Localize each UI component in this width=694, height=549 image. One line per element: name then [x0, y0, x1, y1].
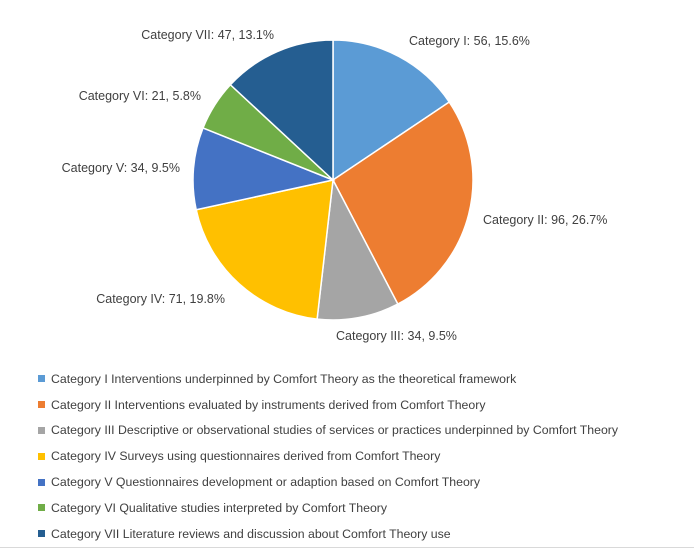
legend-swatch	[38, 530, 45, 538]
legend-item-category-iii: Category III Descriptive or observationa…	[38, 418, 688, 444]
data-label-category-v: Category V: 34, 9.5%	[62, 161, 180, 175]
divider	[0, 547, 694, 548]
chart-legend: Category I Interventions underpinned by …	[38, 366, 688, 547]
legend-item-category-vi: Category VI Qualitative studies interpre…	[38, 495, 688, 521]
legend-label: Category I Interventions underpinned by …	[51, 371, 517, 386]
legend-swatch	[38, 478, 45, 486]
legend-swatch	[38, 401, 45, 409]
data-label-category-iii: Category III: 34, 9.5%	[336, 329, 457, 343]
legend-item-category-ii: Category II Interventions evaluated by i…	[38, 392, 688, 418]
legend-swatch	[38, 426, 45, 434]
pie-slice-category-v	[192, 127, 336, 211]
data-label-category-vii: Category VII: 47, 13.1%	[141, 28, 274, 42]
legend-label: Category II Interventions evaluated by i…	[51, 397, 486, 412]
pie-data-labels: Category I: 56, 15.6% Category II: 96, 26…	[62, 28, 608, 343]
legend-item-category-vii: Category VII Literature reviews and disc…	[38, 521, 688, 547]
legend-label: Category III Descriptive or observationa…	[51, 423, 619, 438]
legend-label: Category IV Surveys using questionnaires…	[51, 449, 441, 464]
legend-swatch	[38, 375, 45, 383]
data-label-category-ii: Category II: 96, 26.7%	[483, 213, 607, 227]
legend-label: Category V Questionnaires development or…	[51, 475, 481, 490]
legend-swatch	[38, 504, 45, 512]
pie-slice-category-i	[332, 39, 451, 182]
pie-chart: Category I: 56, 15.6% Category II: 96, 26…	[62, 28, 608, 343]
pie-slice-category-vii	[229, 39, 334, 182]
legend-item-category-v: Category V Questionnaires development or…	[38, 469, 688, 495]
data-label-category-vi: Category VI: 21, 5.8%	[79, 89, 201, 103]
data-label-category-iv: Category IV: 71, 19.8%	[96, 292, 225, 306]
legend-item-category-iv: Category IV Surveys using questionnaires…	[38, 443, 688, 469]
legend-swatch	[38, 452, 45, 460]
legend-label: Category VII Literature reviews and disc…	[51, 526, 451, 541]
pie-slices	[192, 39, 474, 321]
pie-slice-category-ii	[332, 100, 474, 306]
pie-slice-category-iii	[316, 177, 399, 321]
pie-slice-category-iv	[195, 179, 334, 320]
legend-item-category-i: Category I Interventions underpinned by …	[38, 366, 688, 392]
data-label-category-i: Category I: 56, 15.6%	[409, 34, 530, 48]
legend-label: Category VI Qualitative studies interpre…	[51, 500, 388, 515]
